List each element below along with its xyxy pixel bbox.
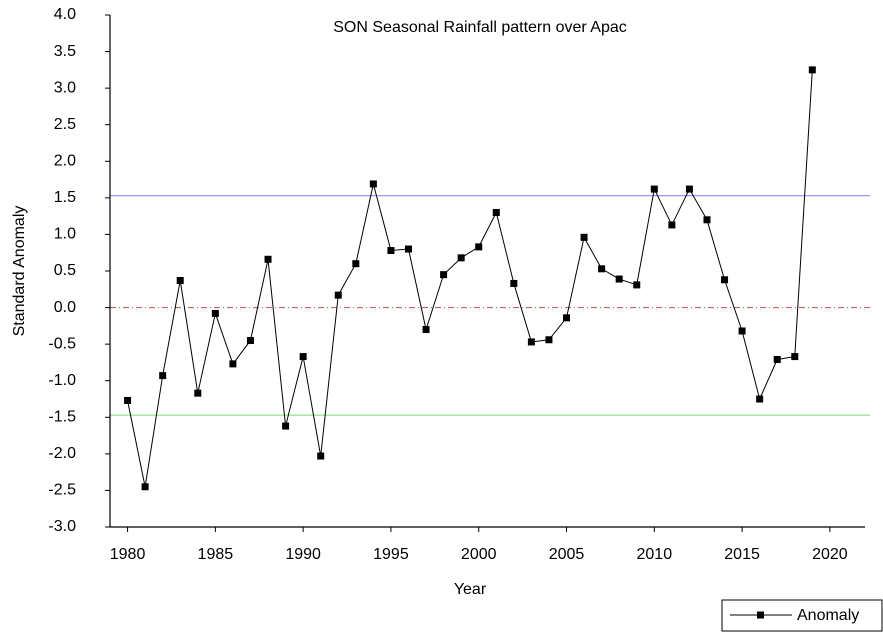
y-tick-label: -1.5 [48, 409, 76, 426]
data-point [404, 245, 412, 253]
data-point [159, 372, 167, 380]
x-tick-label: 1995 [373, 546, 409, 563]
chart-title: SON Seasonal Rainfall pattern over Apac [333, 19, 627, 36]
y-tick-label: 0.0 [54, 299, 76, 316]
data-point [176, 277, 184, 285]
x-tick-label: 2000 [461, 546, 497, 563]
data-point [598, 265, 606, 273]
x-tick-label: 2010 [637, 546, 673, 563]
data-point [141, 483, 149, 491]
data-point [703, 216, 711, 224]
data-point [791, 353, 799, 361]
data-point [229, 360, 237, 368]
data-point [369, 180, 377, 188]
data-point [440, 271, 448, 279]
y-tick-label: -3.0 [48, 518, 76, 535]
y-tick-label: 0.5 [54, 262, 76, 279]
data-point [685, 185, 693, 193]
data-point [352, 260, 360, 268]
data-point [317, 452, 325, 460]
y-tick-label: -1.0 [48, 372, 76, 389]
data-point [633, 281, 641, 289]
data-point [124, 396, 132, 404]
y-axis-label: Standard Anomaly [11, 206, 28, 337]
data-point [756, 395, 764, 403]
y-tick-label: -2.0 [48, 445, 76, 462]
y-tick-label: 1.0 [54, 226, 76, 243]
y-tick-label: 4.0 [54, 6, 76, 23]
data-point [773, 356, 781, 364]
data-point [580, 233, 588, 241]
x-tick-label: 1980 [110, 546, 146, 563]
data-point [299, 353, 307, 361]
data-point [492, 208, 500, 216]
data-point [211, 309, 219, 317]
legend-label: Anomaly [797, 607, 859, 624]
y-tick-label: -2.5 [48, 482, 76, 499]
y-tick-label: -0.5 [48, 335, 76, 352]
y-tick-label: 3.5 [54, 43, 76, 60]
data-point [282, 422, 290, 430]
data-point [194, 389, 202, 397]
y-tick-label: 2.0 [54, 153, 76, 170]
x-tick-label: 2015 [724, 546, 760, 563]
data-point [510, 279, 518, 287]
y-tick-label: 1.5 [54, 189, 76, 206]
data-point [527, 338, 535, 346]
data-point [808, 66, 816, 74]
data-point [738, 327, 746, 335]
x-tick-label: 2005 [549, 546, 585, 563]
data-point [721, 276, 729, 284]
x-tick-label: 1985 [198, 546, 234, 563]
data-point [422, 326, 430, 334]
data-point [545, 336, 553, 344]
x-axis-label: Year [454, 581, 487, 598]
data-point [387, 247, 395, 255]
data-point [475, 243, 483, 251]
data-point [563, 314, 571, 322]
x-tick-label: 1990 [285, 546, 321, 563]
data-point [264, 255, 272, 263]
y-tick-label: 3.0 [54, 79, 76, 96]
x-tick-label: 2020 [812, 546, 848, 563]
legend-marker [757, 611, 764, 619]
data-point [457, 254, 465, 262]
data-line [127, 69, 813, 487]
data-point [650, 185, 658, 193]
data-point [615, 275, 623, 283]
data-point [246, 336, 254, 344]
data-point [334, 291, 342, 299]
data-point [668, 221, 676, 229]
y-tick-label: 2.5 [54, 116, 76, 133]
